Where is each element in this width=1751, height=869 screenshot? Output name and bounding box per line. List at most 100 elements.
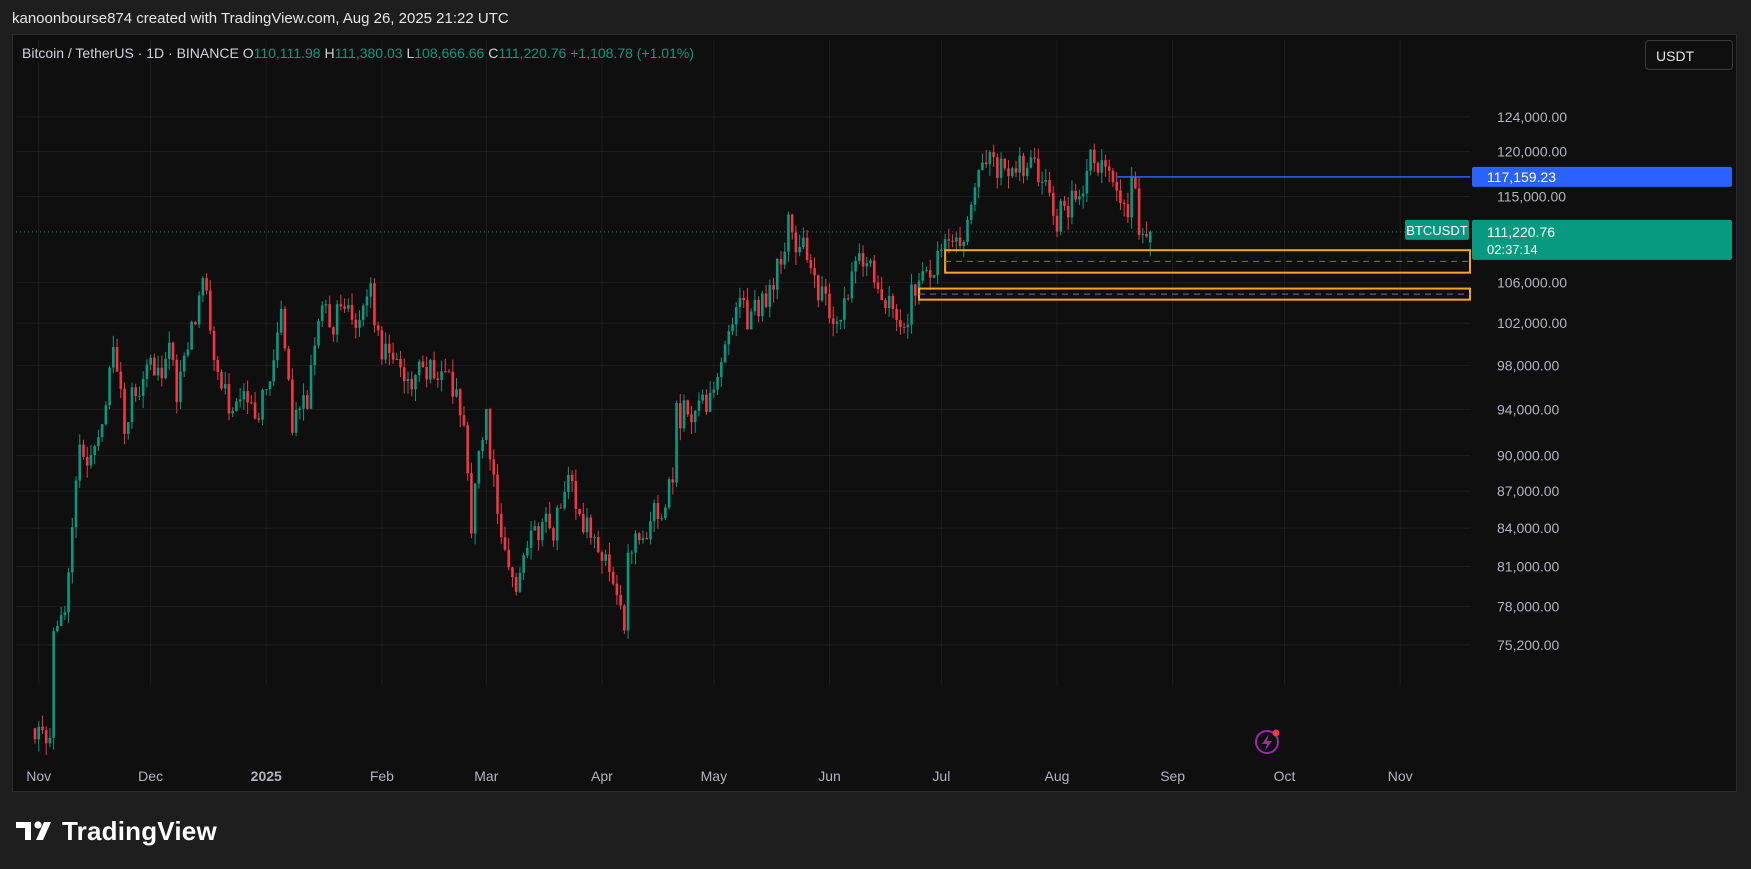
candle-body bbox=[1134, 176, 1137, 189]
candle-body bbox=[544, 513, 548, 522]
candle-body bbox=[406, 378, 410, 382]
candle-body bbox=[910, 284, 913, 325]
candle-body bbox=[708, 392, 712, 412]
candle-body bbox=[936, 250, 939, 276]
candle-body bbox=[458, 389, 462, 416]
candle-body bbox=[328, 304, 331, 328]
candle-body bbox=[276, 332, 279, 361]
candle-body bbox=[514, 577, 518, 592]
candle-body bbox=[809, 259, 813, 269]
candle-body bbox=[481, 439, 484, 452]
candle-body bbox=[56, 625, 59, 632]
candle-body bbox=[432, 359, 436, 379]
candle-body bbox=[522, 555, 525, 573]
candle-body bbox=[839, 319, 842, 322]
candle-body bbox=[93, 446, 96, 456]
candle-body bbox=[652, 503, 656, 522]
tradingview-logo-icon bbox=[16, 821, 51, 840]
candle-body bbox=[283, 308, 287, 349]
candle-body bbox=[619, 595, 622, 606]
candle-body bbox=[858, 253, 861, 261]
candle-body bbox=[764, 293, 768, 307]
candle-body bbox=[141, 378, 145, 396]
candle-body bbox=[209, 290, 212, 331]
price-tag-current-label: 111,220.76 bbox=[1487, 224, 1555, 240]
candle-body bbox=[596, 537, 600, 553]
candle-body bbox=[697, 400, 701, 411]
symbol-title[interactable]: Bitcoin / TetherUS · 1D · BINANCE bbox=[22, 45, 239, 61]
candle-body bbox=[731, 324, 734, 332]
candle-body bbox=[943, 239, 947, 250]
x-tick-label: Mar bbox=[474, 768, 498, 784]
candle-body bbox=[630, 552, 634, 554]
y-tick-label: 84,000.00 bbox=[1497, 520, 1559, 536]
candle-body bbox=[962, 241, 966, 246]
candle-body bbox=[518, 572, 522, 592]
candle-body bbox=[71, 527, 74, 573]
candle-body bbox=[410, 378, 414, 390]
candle-body bbox=[802, 237, 805, 248]
candles bbox=[33, 143, 1152, 755]
candle-body bbox=[623, 605, 626, 631]
candle-body bbox=[682, 400, 686, 429]
candle-body bbox=[1148, 231, 1152, 243]
countdown-label: 02:37:14 bbox=[1487, 242, 1538, 257]
candle-body bbox=[988, 152, 992, 165]
candle-body bbox=[41, 726, 44, 731]
candle-body bbox=[656, 503, 660, 520]
candle-body bbox=[772, 284, 775, 290]
candle-body bbox=[563, 491, 566, 509]
candle-body bbox=[615, 583, 619, 596]
candle-body bbox=[1078, 196, 1081, 200]
candle-body bbox=[440, 371, 443, 381]
candle-body bbox=[160, 367, 164, 379]
candle-body bbox=[891, 295, 895, 309]
candle-body bbox=[693, 410, 697, 423]
candle-body bbox=[738, 297, 742, 308]
candle-body bbox=[675, 403, 678, 483]
candle-body bbox=[884, 300, 887, 309]
ohlc-legend: Bitcoin / TetherUS · 1D · BINANCE O110,1… bbox=[22, 45, 694, 61]
candle-body bbox=[1085, 170, 1089, 194]
candle-body bbox=[1115, 182, 1118, 191]
y-tick-label: 120,000.00 bbox=[1497, 144, 1567, 160]
candle-body bbox=[1096, 163, 1100, 173]
candle-body bbox=[279, 308, 283, 333]
candle-body bbox=[455, 389, 458, 397]
candle-body bbox=[182, 355, 186, 372]
candle-body bbox=[97, 437, 100, 447]
candle-body bbox=[44, 730, 48, 744]
candle-body bbox=[1093, 149, 1096, 164]
candle-body bbox=[716, 376, 719, 390]
candle-body bbox=[1145, 233, 1148, 237]
currency-button[interactable]: USDT bbox=[1645, 40, 1733, 70]
candle-body bbox=[742, 297, 745, 301]
candle-body bbox=[347, 305, 350, 309]
candle-body bbox=[906, 324, 910, 328]
x-tick-label: Aug bbox=[1045, 768, 1070, 784]
candle-body bbox=[365, 296, 369, 306]
candle-body bbox=[723, 344, 727, 363]
candle-body bbox=[82, 444, 85, 457]
candle-body bbox=[492, 459, 496, 475]
candle-body bbox=[153, 357, 156, 376]
candle-body bbox=[175, 359, 179, 403]
candle-body bbox=[339, 304, 343, 307]
candle-body bbox=[425, 367, 428, 380]
candle-body bbox=[429, 359, 432, 380]
candle-body bbox=[291, 379, 294, 433]
candle-body bbox=[608, 554, 611, 572]
candle-body bbox=[872, 260, 876, 283]
candle-body bbox=[52, 631, 55, 738]
candle-body bbox=[171, 342, 175, 360]
candle-body bbox=[63, 612, 67, 616]
price-tag-current bbox=[1472, 219, 1732, 260]
y-tick-label: 102,000.00 bbox=[1497, 315, 1567, 331]
candle-body bbox=[712, 389, 716, 393]
y-tick-label: 106,000.00 bbox=[1497, 275, 1567, 291]
candle-body bbox=[641, 537, 645, 541]
credit-text: kanoonbourse874 created with TradingView… bbox=[12, 10, 509, 27]
candle-body bbox=[1051, 192, 1055, 216]
candle-body bbox=[649, 521, 652, 540]
